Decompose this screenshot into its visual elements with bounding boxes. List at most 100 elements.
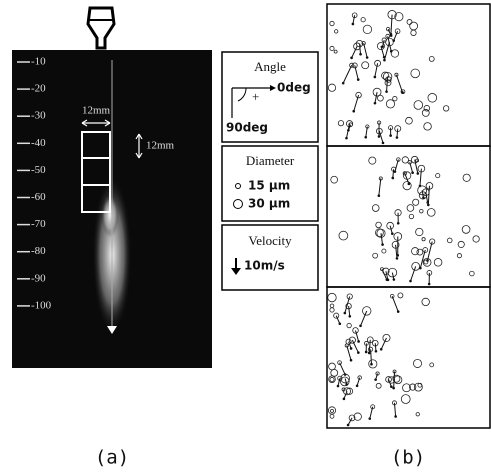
vector-head [383, 58, 386, 62]
vector-panel [326, 286, 491, 429]
droplet [406, 204, 415, 212]
droplet [353, 412, 362, 421]
droplet [435, 173, 441, 179]
droplet [429, 362, 435, 368]
droplet [408, 213, 415, 220]
droplet [402, 181, 412, 191]
velocity-vector [409, 162, 414, 173]
droplet [329, 45, 335, 51]
droplet [469, 270, 475, 277]
vector-head [386, 278, 390, 282]
legend-box [221, 145, 319, 222]
droplet [339, 376, 350, 387]
large-circle [233, 199, 243, 209]
droplet [386, 221, 394, 230]
vector-head [355, 384, 359, 388]
droplet [376, 127, 383, 135]
velocity-vector [386, 76, 389, 92]
droplet [345, 338, 352, 345]
scale-label: -70 [31, 218, 46, 230]
droplet [385, 99, 396, 109]
velocity-vector [368, 339, 371, 354]
caption: (b) [391, 447, 425, 469]
droplet [361, 61, 370, 70]
droplet [375, 221, 382, 229]
droplet [413, 382, 423, 392]
droplet [422, 247, 429, 253]
velocity-vector [404, 173, 410, 185]
velocity-vector [419, 168, 422, 186]
dim-heads [135, 133, 143, 159]
droplet [348, 336, 356, 344]
droplet [411, 247, 420, 256]
velocity-vector [342, 65, 353, 84]
droplet [327, 83, 337, 92]
droplet [409, 21, 419, 31]
droplet [410, 29, 417, 36]
droplet [355, 91, 362, 99]
scale: -10 -20 -30 -40 -50 -60 -70 -80 -90 -100 [17, 56, 52, 311]
velocity-vector [370, 349, 372, 365]
vector-head [345, 136, 348, 140]
vector-head [359, 52, 362, 56]
vector-head [381, 141, 385, 145]
velocity-vector [345, 123, 351, 139]
droplet [385, 376, 392, 383]
velocity-vector [374, 343, 377, 352]
droplet [357, 375, 362, 380]
velocity-vector [380, 337, 387, 350]
vector-head [367, 351, 371, 355]
droplet [427, 93, 438, 103]
velocity-vector [414, 159, 419, 174]
vector-head [341, 81, 345, 85]
droplet [372, 87, 382, 97]
vector-head [343, 311, 347, 315]
velocity-vector [359, 43, 362, 55]
vector-head [373, 75, 377, 79]
droplet [329, 307, 335, 313]
droplet [374, 59, 382, 67]
vector-head [336, 384, 340, 388]
velocity-vector [380, 233, 384, 245]
vector-head [364, 135, 368, 139]
vector-head [411, 171, 414, 175]
scale-label: -50 [31, 164, 46, 176]
velocity-vector [335, 315, 341, 324]
scale-label: -60 [31, 191, 46, 203]
droplet [376, 42, 385, 51]
scale-label: -90 [31, 272, 46, 284]
droplet [402, 383, 411, 393]
vector-head [426, 203, 430, 207]
small-circle [235, 183, 241, 189]
vector-head [342, 397, 346, 401]
droplet [382, 267, 390, 275]
vector-head [357, 351, 360, 354]
droplet [390, 49, 400, 58]
velocity-vector [351, 46, 358, 59]
window [81, 184, 111, 213]
nozzle-icon [86, 6, 116, 50]
scale-label: -10 [31, 56, 46, 68]
velocity-vector [365, 126, 368, 138]
vector-head [364, 350, 368, 354]
angle-arrow [270, 85, 276, 91]
vector-head [419, 266, 422, 270]
vector-head [395, 257, 399, 260]
diameter-large: 30 μm [248, 197, 290, 211]
dimension-arrows [81, 119, 143, 159]
legend-box [221, 224, 319, 291]
velocity-vector [392, 169, 395, 178]
droplet [337, 120, 345, 127]
droplet [462, 173, 471, 182]
droplet [346, 293, 353, 300]
droplet [329, 413, 335, 419]
droplet [362, 24, 373, 35]
vector-head [374, 378, 377, 381]
droplet [413, 358, 422, 368]
droplet [343, 387, 351, 396]
velocity-vector [425, 192, 429, 203]
spray-core [101, 193, 119, 237]
vector-panels [326, 3, 491, 429]
droplet [406, 19, 413, 25]
droplet [409, 383, 417, 391]
